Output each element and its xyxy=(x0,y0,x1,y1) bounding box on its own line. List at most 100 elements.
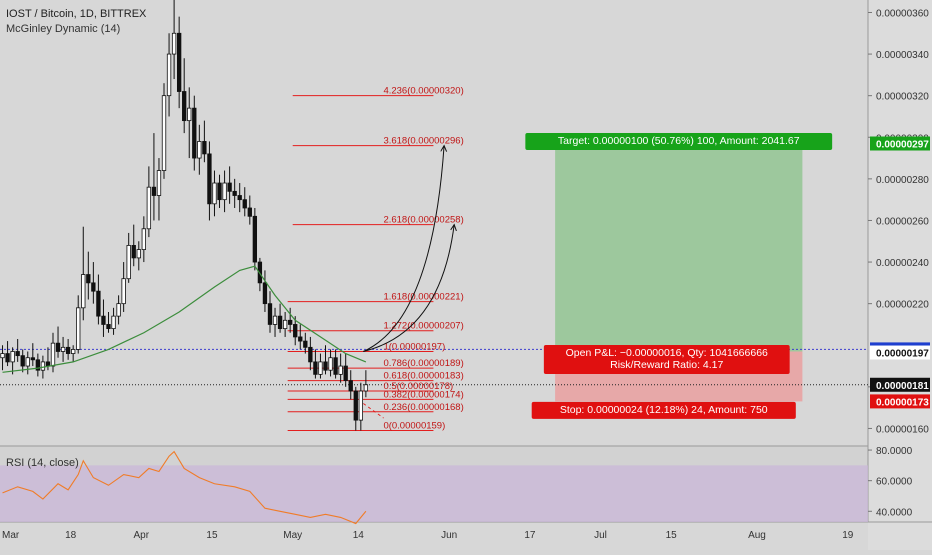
candle-body xyxy=(176,32,182,92)
price-tick-label: 0.00000340 xyxy=(876,50,929,61)
candle-body xyxy=(166,53,172,97)
time-tick-label: 19 xyxy=(842,530,854,541)
candle-body xyxy=(282,319,288,330)
candle-body xyxy=(182,91,187,122)
candle-body xyxy=(141,228,146,250)
fib-level-label: 0.236(0.00000168) xyxy=(383,402,463,413)
target-zone xyxy=(555,143,803,352)
price-tag-label: 0.00000181 xyxy=(876,381,929,392)
candle-body xyxy=(262,282,268,305)
candle-body xyxy=(50,342,56,367)
time-tick-label: 17 xyxy=(524,530,536,541)
time-tick-label: Aug xyxy=(748,530,766,541)
fib-level-label: 2.618(0.00000258) xyxy=(383,215,463,226)
candle-body xyxy=(0,353,5,359)
candle-body xyxy=(222,182,227,201)
stop-label-text: Stop: 0.00000024 (12.18%) 24, Amount: 75… xyxy=(560,404,768,416)
candle-body xyxy=(247,207,252,217)
price-tick-label: 0.00000280 xyxy=(876,175,929,186)
candle-body xyxy=(267,303,273,325)
candle-body xyxy=(298,336,303,342)
candle-body xyxy=(333,357,338,375)
projection-arrow xyxy=(363,225,454,352)
stop-label-bg xyxy=(531,401,796,419)
candle-body xyxy=(25,357,30,367)
candle-body xyxy=(131,245,136,259)
fib-level-label: 3.618(0.00000296) xyxy=(383,136,463,147)
rsi-tick-label: 80.0000 xyxy=(876,446,913,457)
projection-arrow xyxy=(363,146,444,352)
candle-body xyxy=(65,346,71,354)
chart-legend: IOST / Bitcoin, 1D, BITTREX McGinley Dyn… xyxy=(6,7,146,37)
candle-body xyxy=(272,315,278,325)
candle-body xyxy=(202,141,207,155)
fib-level-label: 0.382(0.00000174) xyxy=(383,389,463,400)
stop-label: Stop: 0.00000024 (12.18%) 24, Amount: 75… xyxy=(531,401,796,419)
price-tag-bg xyxy=(870,136,930,151)
candle-body xyxy=(146,186,152,230)
candle-body xyxy=(10,351,15,363)
time-tick-label: 18 xyxy=(65,530,77,541)
candle-body xyxy=(81,274,86,309)
symbol-title[interactable]: IOST / Bitcoin, 1D, BITTREX xyxy=(6,8,147,20)
candle-body xyxy=(318,361,323,375)
time-tick-label: Jun xyxy=(441,530,457,541)
fib-level-label: 1.618(0.00000221) xyxy=(383,292,463,303)
candle-body xyxy=(242,199,247,209)
candle-body xyxy=(30,357,35,361)
candle-body xyxy=(15,351,20,357)
candle-body xyxy=(353,390,358,421)
price-tag-bg xyxy=(870,345,930,360)
time-tick-label: Mar xyxy=(2,530,20,541)
candle-body xyxy=(212,182,217,205)
candle-body xyxy=(252,215,258,263)
price-tag-bg xyxy=(870,394,930,409)
candle-body xyxy=(91,282,96,292)
time-tick-label: Apr xyxy=(134,530,150,541)
rsi-line xyxy=(2,450,367,525)
candle-body xyxy=(96,290,101,317)
candle-body xyxy=(55,342,61,352)
target-label-text: Target: 0.00000100 (50.76%) 100, Amount:… xyxy=(558,135,800,147)
price-axis-bg xyxy=(868,0,932,550)
candle-body xyxy=(227,182,232,192)
indicator-title[interactable]: McGinley Dynamic (14) xyxy=(6,23,121,35)
candle-body xyxy=(20,355,25,367)
candle-body xyxy=(308,346,313,363)
candle-body xyxy=(60,346,66,352)
candle-body xyxy=(106,324,111,330)
candle-body xyxy=(237,195,242,201)
candle-body xyxy=(343,365,348,382)
candle-body xyxy=(187,107,192,122)
time-tick-label: May xyxy=(283,530,302,541)
price-tag-label: 0.00000197 xyxy=(876,349,929,360)
price-tag-label: 0.00000173 xyxy=(876,397,929,408)
candle-body xyxy=(338,365,343,375)
fib-level-label: 4.236(0.00000320) xyxy=(383,86,463,97)
candle-body xyxy=(86,274,91,284)
price-tick-label: 0.00000240 xyxy=(876,258,929,269)
candle-body xyxy=(71,349,76,354)
price-tick-label: 0.00000360 xyxy=(876,8,929,19)
candle-body xyxy=(348,380,353,392)
candle-body xyxy=(35,359,41,371)
time-tick-label: Jul xyxy=(594,530,607,541)
candle-body xyxy=(156,170,162,196)
candle-body xyxy=(197,141,202,159)
pnl-label-bg xyxy=(543,344,790,374)
candle-body xyxy=(161,95,167,171)
pnl-label: Open P&L: −0.00000016, Qty: 1041666666Ri… xyxy=(543,344,790,374)
candle-body xyxy=(126,245,131,280)
fib-level-label: 1.272(0.00000207) xyxy=(383,321,463,332)
rsi-tick-label: 60.0000 xyxy=(876,477,913,488)
pnl-label-text: Risk/Reward Ratio: 4.17 xyxy=(610,359,723,371)
rsi-band xyxy=(0,465,868,522)
candle-body xyxy=(111,315,116,330)
rsi-title[interactable]: RSI (14, close) xyxy=(6,457,79,469)
candle-body xyxy=(121,278,126,305)
time-tick-label: 15 xyxy=(666,530,678,541)
candle-body xyxy=(232,190,237,196)
fib-level-label: 0.618(0.00000183) xyxy=(383,371,463,382)
